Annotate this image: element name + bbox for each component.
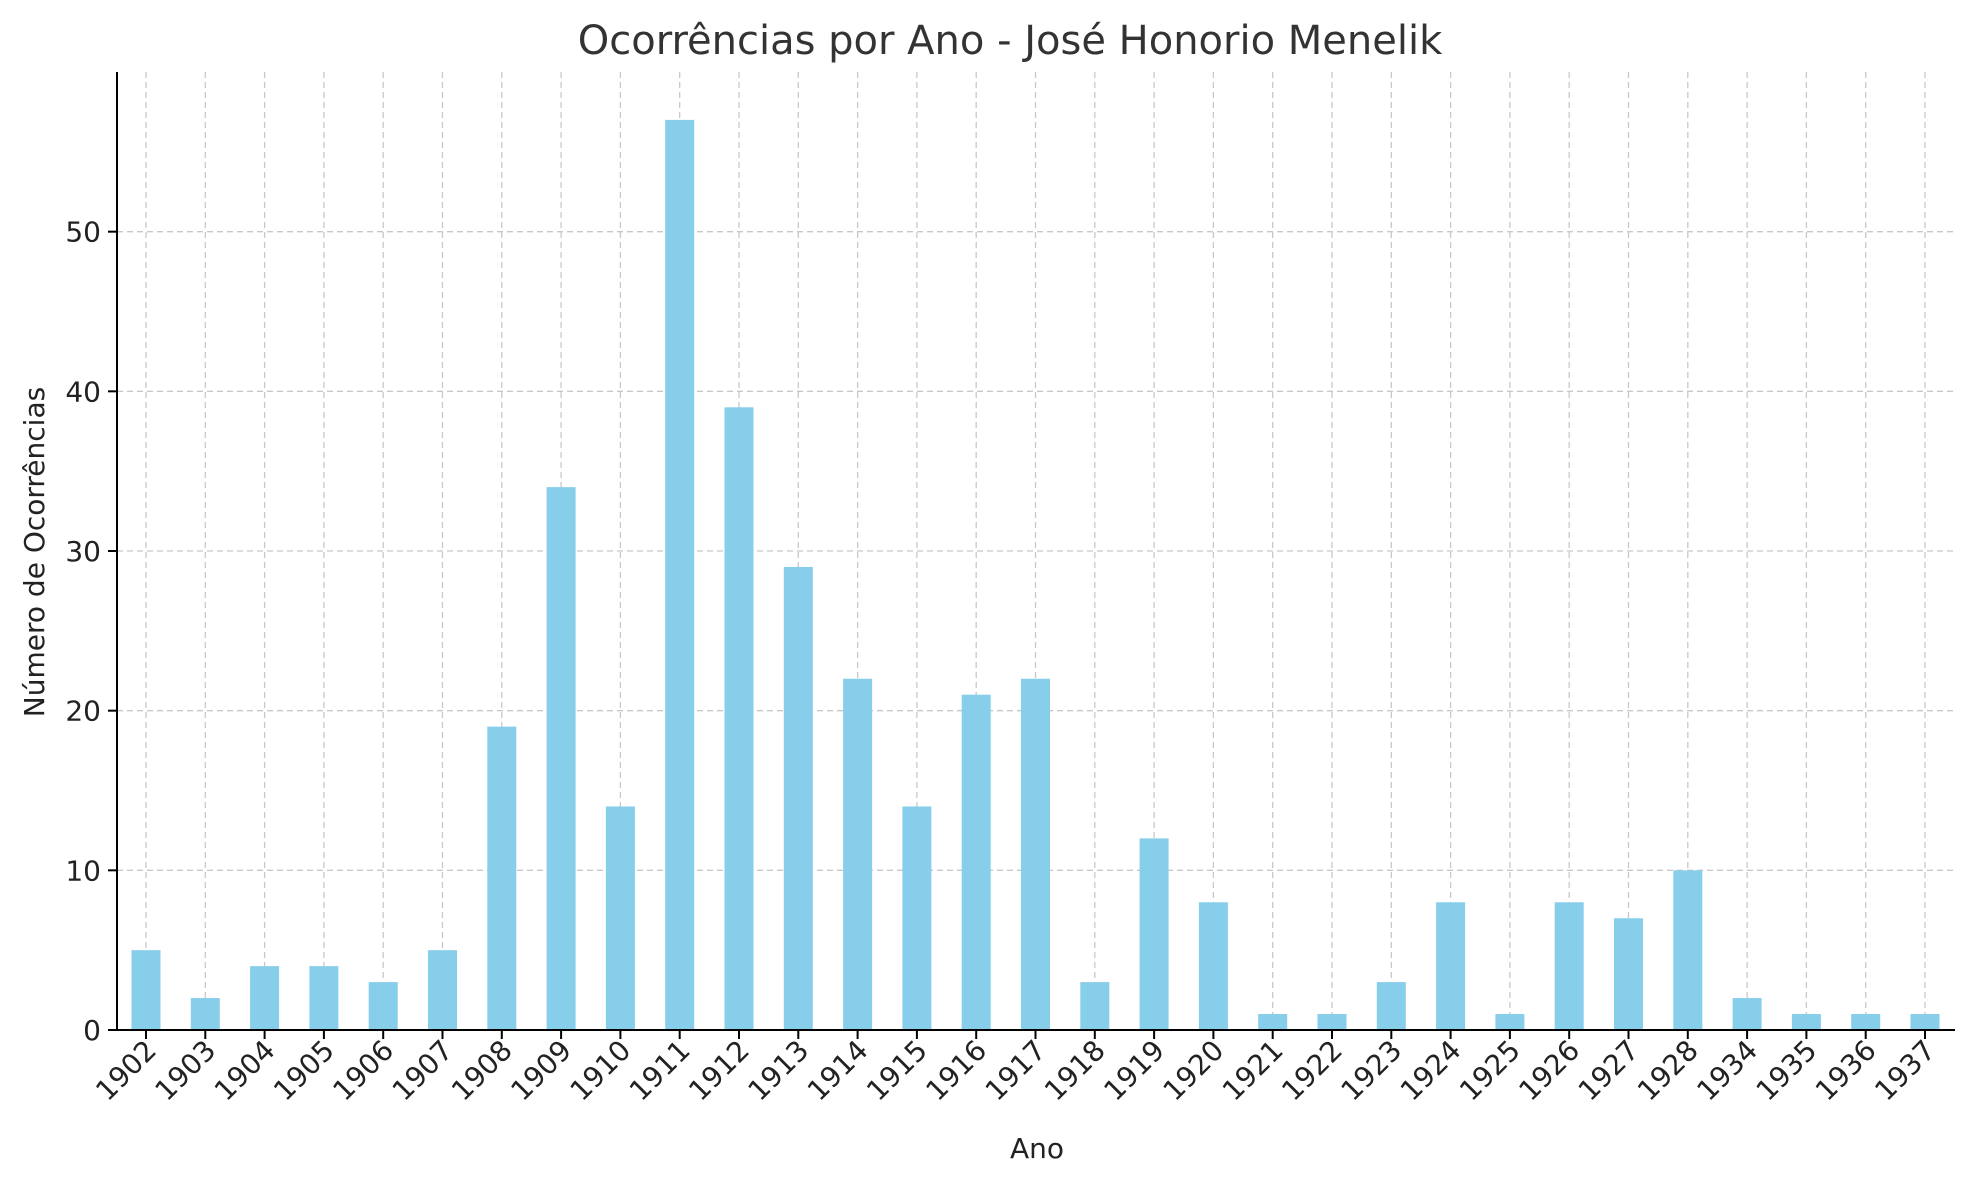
y-tick-label: 0 (83, 1014, 101, 1047)
chart-title: Ocorrências por Ano - José Honorio Menel… (578, 18, 1443, 64)
x-tick-label: 1907 (386, 1034, 460, 1108)
x-tick-label: 1908 (445, 1034, 519, 1108)
bar-1912 (724, 407, 754, 1030)
bar-1910 (605, 806, 635, 1030)
bar-1920 (1198, 902, 1228, 1030)
bar-1934 (1732, 998, 1762, 1030)
x-tick-label: 1921 (1216, 1034, 1290, 1108)
x-tick-label: 1915 (860, 1034, 934, 1108)
x-tick-label: 1911 (623, 1034, 697, 1108)
y-tick-label: 40 (65, 375, 101, 408)
x-axis-label: Ano (1010, 1132, 1064, 1165)
x-ticks: 1902190319041905190619071908190919101911… (89, 1030, 1942, 1107)
x-tick-label: 1909 (504, 1034, 578, 1108)
x-tick-label: 1925 (1453, 1034, 1527, 1108)
bar-1911 (665, 119, 695, 1030)
x-tick-label: 1914 (801, 1034, 875, 1108)
bars (131, 119, 1940, 1031)
bar-1919 (1139, 838, 1169, 1030)
y-axis-label: Número de Ocorrências (18, 387, 51, 717)
bar-1928 (1673, 870, 1703, 1030)
bar-1917 (1021, 678, 1050, 1030)
x-tick-label: 1904 (208, 1034, 282, 1108)
x-tick-label: 1918 (1038, 1034, 1112, 1108)
bar-1914 (843, 678, 873, 1030)
x-tick-label: 1934 (1690, 1034, 1764, 1108)
x-tick-label: 1910 (564, 1034, 638, 1108)
x-tick-label: 1936 (1809, 1034, 1883, 1108)
x-tick-label: 1923 (1335, 1034, 1409, 1108)
bar-1913 (783, 566, 813, 1030)
bar-1935 (1791, 1014, 1821, 1030)
x-tick-label: 1927 (1572, 1034, 1646, 1108)
x-tick-label: 1917 (979, 1034, 1053, 1108)
x-tick-label: 1919 (1097, 1034, 1171, 1108)
y-ticks: 0 10 20 30 40 50 (65, 216, 117, 1047)
bar-1905 (309, 966, 339, 1030)
bar-1902 (131, 950, 161, 1030)
x-tick-label: 1916 (919, 1034, 993, 1108)
bar-1937 (1910, 1014, 1940, 1030)
bar-1904 (250, 966, 280, 1030)
bar-1907 (428, 950, 457, 1030)
y-tick-label: 20 (65, 695, 101, 728)
bar-1925 (1495, 1014, 1525, 1030)
x-tick-label: 1912 (682, 1034, 756, 1108)
bar-1927 (1614, 918, 1643, 1030)
bar-1921 (1258, 1014, 1288, 1030)
x-tick-label: 1937 (1868, 1034, 1942, 1108)
x-tick-label: 1920 (1157, 1034, 1231, 1108)
x-tick-label: 1913 (742, 1034, 816, 1108)
bar-1908 (487, 726, 517, 1030)
bar-1903 (190, 998, 220, 1030)
bar-1936 (1851, 1014, 1881, 1030)
x-tick-label: 1924 (1394, 1034, 1468, 1108)
x-tick-label: 1928 (1631, 1034, 1705, 1108)
bar-1909 (546, 487, 576, 1031)
bar-1922 (1317, 1014, 1347, 1030)
grid (117, 72, 1955, 1030)
x-tick-label: 1935 (1750, 1034, 1824, 1108)
x-tick-label: 1926 (1512, 1034, 1586, 1108)
bar-1906 (368, 982, 398, 1030)
bar-1923 (1376, 982, 1406, 1030)
bar-1924 (1436, 902, 1466, 1030)
bar-1916 (961, 694, 991, 1030)
x-tick-label: 1922 (1275, 1034, 1349, 1108)
bar-1915 (902, 806, 932, 1030)
x-tick-label: 1906 (326, 1034, 400, 1108)
x-tick-label: 1903 (149, 1034, 223, 1108)
y-tick-label: 30 (65, 535, 101, 568)
y-tick-label: 50 (65, 216, 101, 249)
bar-1926 (1554, 902, 1584, 1030)
bar-1918 (1080, 982, 1110, 1030)
y-tick-label: 10 (65, 854, 101, 887)
x-tick-label: 1905 (267, 1034, 341, 1108)
